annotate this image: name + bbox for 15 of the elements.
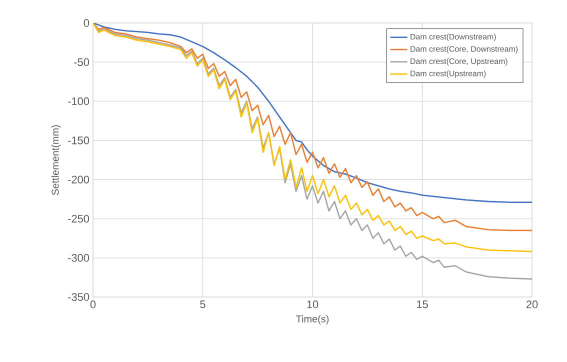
y-tick-label: -200 (68, 176, 90, 184)
y-tick-label: 0 (84, 19, 90, 27)
x-tick-label: 0 (90, 300, 96, 308)
y-tick-label: -350 (68, 293, 90, 301)
x-tick-label: 5 (200, 300, 206, 308)
y-tick-label: -150 (68, 136, 90, 144)
y-tick-label: -250 (68, 214, 90, 223)
x-tick-label: 15 (416, 300, 428, 308)
y-tick-label: -300 (68, 254, 90, 262)
y-axis-title: Settlement(mm) (51, 125, 61, 195)
y-tick-label: -50 (74, 58, 90, 66)
x-tick-label: 10 (307, 300, 318, 308)
x-axis-title: Time(s) (296, 315, 329, 324)
y-tick-label: -100 (68, 97, 90, 106)
x-tick-label: 20 (526, 300, 538, 308)
